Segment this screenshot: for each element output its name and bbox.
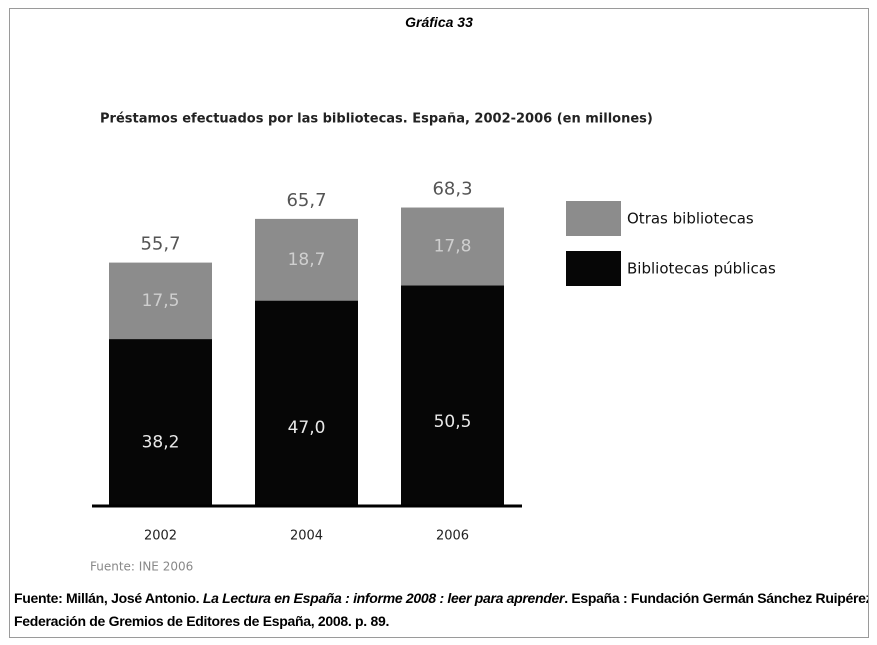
- legend-swatch: [566, 201, 621, 236]
- segment-label: 47,0: [288, 418, 326, 438]
- x-tick-label: 2006: [436, 529, 469, 544]
- bar-segment: [255, 300, 358, 506]
- bar-segment: [401, 207, 504, 286]
- bar-segment: [255, 218, 358, 301]
- total-label: 55,7: [140, 234, 180, 255]
- segment-label: 17,5: [142, 291, 180, 311]
- x-tick-label: 2002: [144, 529, 177, 544]
- x-tick-label: 2004: [290, 529, 323, 544]
- legend-label: Otras bibliotecas: [627, 210, 754, 228]
- segment-label: 18,7: [288, 250, 326, 270]
- bar-segment: [401, 285, 504, 506]
- segment-label: 50,5: [434, 412, 472, 432]
- legend-label: Bibliotecas públicas: [627, 260, 776, 278]
- segment-label: 38,2: [142, 433, 180, 453]
- footer-title: La Lectura en España : informe 2008 : le…: [202, 590, 565, 606]
- figure-label: Gráfica 33: [405, 14, 473, 30]
- footer-prefix: Fuente: Millán, José Antonio.: [14, 590, 203, 606]
- total-label: 65,7: [286, 190, 326, 211]
- chart: Préstamos efectuados por las bibliotecas…: [90, 112, 776, 574]
- chart-title: Préstamos efectuados por las bibliotecas…: [100, 112, 653, 127]
- footer-suffix: . España : Fundación Germán Sánchez Ruip…: [14, 590, 869, 629]
- legend-swatch: [566, 251, 621, 286]
- segment-label: 17,8: [434, 236, 472, 256]
- footer: Fuente: Millán, José Antonio. La Lectura…: [14, 587, 869, 633]
- chart-source: Fuente: INE 2006: [90, 560, 193, 574]
- bar-segment: [109, 262, 212, 340]
- bar-segment: [109, 339, 212, 506]
- total-label: 68,3: [432, 179, 472, 200]
- page-frame: Gráfica 33 Préstamos efectuados por las …: [9, 8, 869, 638]
